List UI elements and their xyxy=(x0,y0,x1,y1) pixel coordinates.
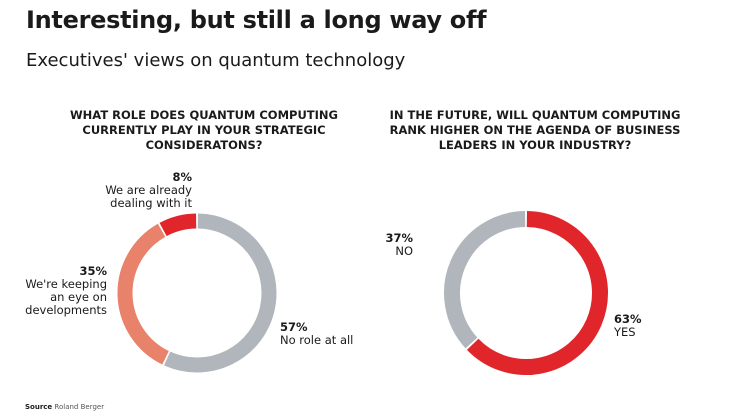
donut-slice-yes xyxy=(466,211,608,375)
slice-value: 63% xyxy=(614,312,642,326)
slice-text: an eye on xyxy=(50,290,107,304)
slice-value: 35% xyxy=(79,264,107,278)
slice-label-yes: 63% YES xyxy=(614,313,642,339)
slice-value: 8% xyxy=(172,170,192,184)
slice-value: 57% xyxy=(280,320,308,334)
donut-slice-we-are-already-dealing-with-it xyxy=(159,213,197,237)
source-note: Source Roland Berger xyxy=(25,403,104,411)
slice-value: 37% xyxy=(385,231,413,245)
slice-text: No role at all xyxy=(280,333,354,347)
slice-label-no: 37% NO xyxy=(385,232,413,258)
chart-title: Interesting, but still a long way off xyxy=(26,6,487,34)
source-label: Source xyxy=(25,403,53,411)
slice-text: YES xyxy=(614,325,636,339)
donut-slice-no-role-at-all xyxy=(164,213,277,373)
donut-chart-strategic-role xyxy=(117,213,277,373)
donut-chart-future-agenda xyxy=(444,211,608,375)
slice-text: We are already xyxy=(105,183,192,197)
donut-slice-we-re-keeping-an-eye-on-developments xyxy=(117,223,170,365)
slice-text: We're keeping xyxy=(25,277,107,291)
question-1-title: WHAT ROLE DOES QUANTUM COMPUTING CURRENT… xyxy=(70,108,338,152)
slice-label-no-role: 57% No role at all xyxy=(280,321,353,347)
slice-text: dealing with it xyxy=(110,196,192,210)
question-2-title: IN THE FUTURE, WILL QUANTUM COMPUTING RA… xyxy=(389,108,681,152)
slice-label-already-dealing: 8% We are already dealing with it xyxy=(105,171,192,210)
source-name: Roland Berger xyxy=(54,403,105,411)
chart-subtitle: Executives' views on quantum technology xyxy=(26,50,406,71)
slice-text: developments xyxy=(25,303,107,317)
slice-label-keeping-eye: 35% We're keeping an eye on developments xyxy=(25,265,107,317)
slice-text: NO xyxy=(395,244,413,258)
donut-slice-no xyxy=(444,211,526,349)
